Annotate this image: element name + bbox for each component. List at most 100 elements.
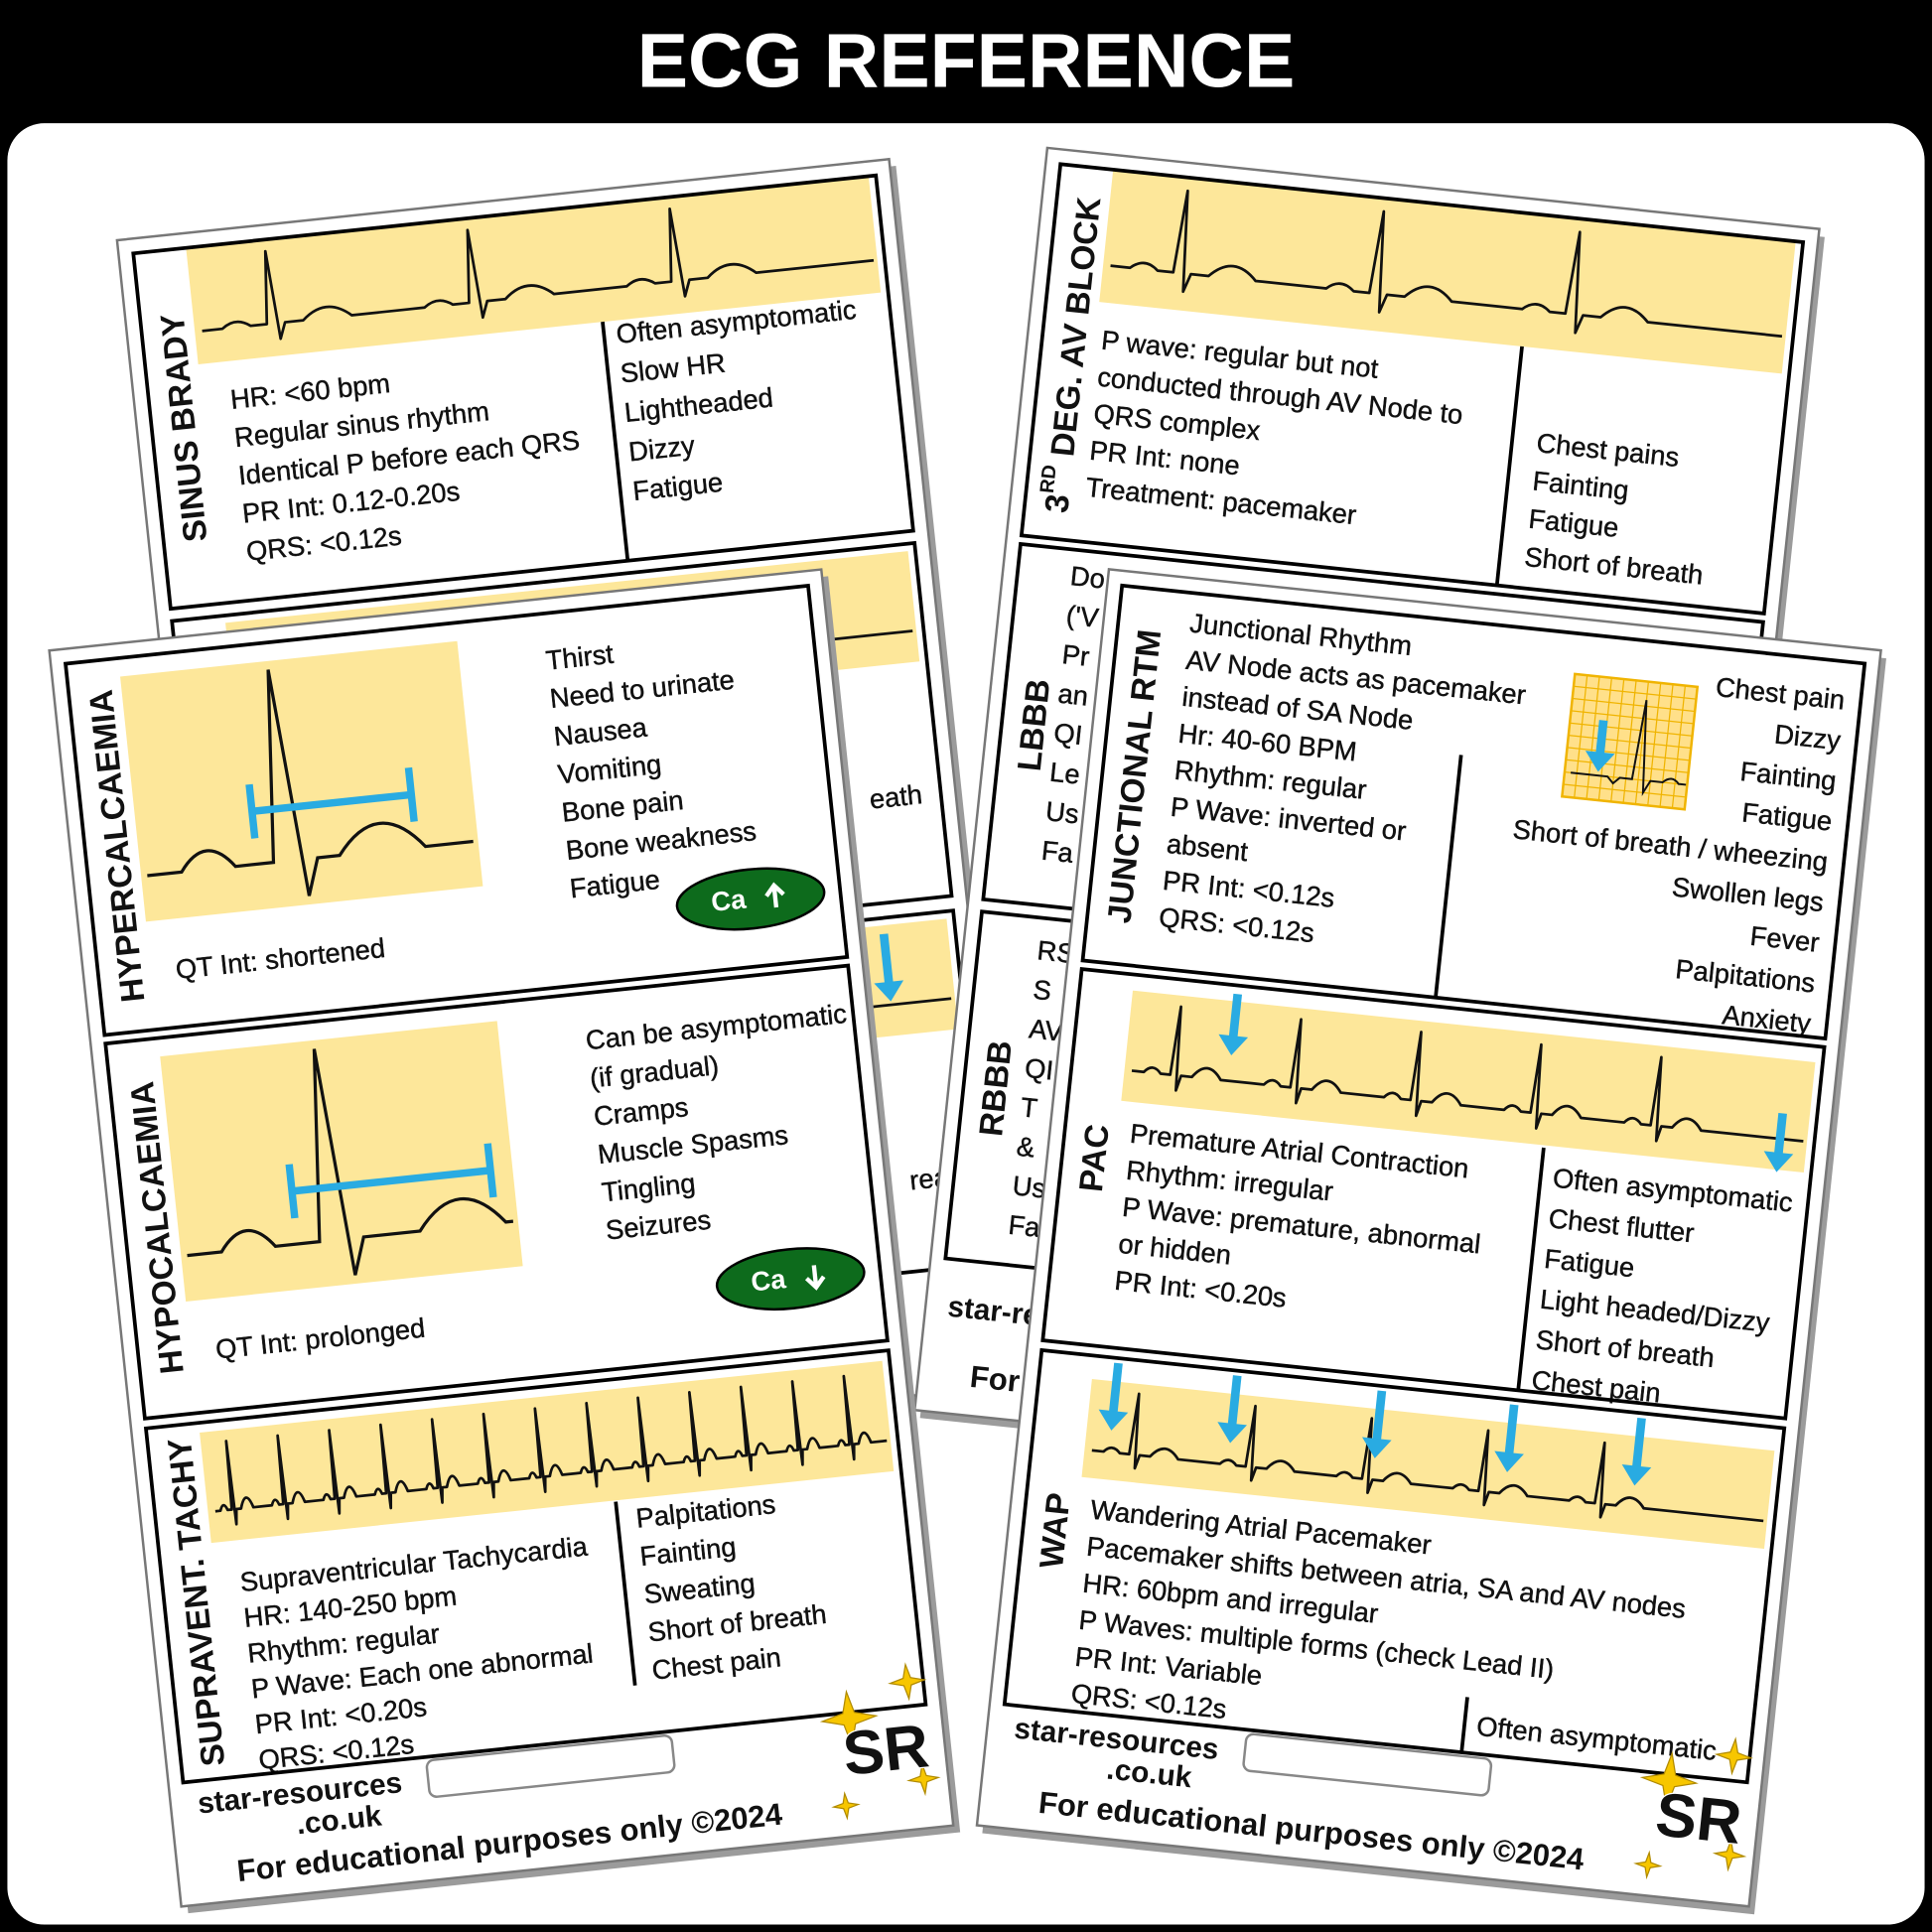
calcium-badge: [715, 1247, 866, 1311]
qt-cap: [245, 783, 259, 839]
symptom: Dizzy: [627, 430, 697, 468]
text-fragment: an: [1056, 678, 1089, 712]
logo: SR: [840, 1712, 932, 1789]
arrow-shaft: [1227, 1375, 1242, 1430]
finding: absent: [1166, 828, 1250, 867]
panel-border: [1002, 1347, 1787, 1785]
ecg-strip: [200, 1360, 895, 1544]
text-fragment: QI: [1052, 717, 1084, 751]
grid-icon-line: [1566, 759, 1689, 773]
arrow-shaft: [1504, 1404, 1519, 1458]
arrow-head: [1218, 1034, 1249, 1056]
column-divider: [601, 321, 630, 562]
panel-border: [131, 173, 915, 612]
symptom: Thirst: [544, 638, 616, 676]
ecg-box: [160, 1021, 523, 1302]
ecg-strip: [1099, 169, 1796, 374]
ecg-trace: [1131, 1005, 1804, 1143]
arrow-head: [1585, 751, 1615, 772]
logo-star: [888, 1662, 927, 1702]
panel-border: [103, 963, 890, 1421]
arrow-shaft: [1108, 1362, 1123, 1417]
text-fragment: ('V: [1065, 600, 1101, 633]
text-fragment: &: [1016, 1131, 1036, 1164]
text-fragment: T: [1020, 1091, 1039, 1124]
logo-star: [1712, 1838, 1747, 1872]
grid-icon-line: [1563, 783, 1687, 798]
panel-border: [1040, 967, 1827, 1421]
text-fragment: Do: [1069, 560, 1107, 594]
arrow-head: [1621, 1464, 1652, 1486]
text-fragment: Le: [1048, 757, 1081, 790]
ecg-trace: [202, 207, 875, 341]
arrow-head: [1217, 1422, 1247, 1444]
text-fragment: Pr: [1060, 638, 1090, 672]
ecg-strip: [186, 176, 882, 364]
logo-star: [1639, 1750, 1699, 1810]
column-divider: [1494, 345, 1524, 586]
logo-star: [906, 1761, 941, 1797]
label-number: 3: [1038, 492, 1077, 514]
panel-border: [63, 583, 850, 1037]
page-title: ECG REFERENCE: [637, 18, 1296, 103]
arrow-head: [1763, 1151, 1794, 1173]
arrow-shaft: [1371, 1390, 1387, 1445]
text-fragment: QI: [1024, 1052, 1055, 1086]
badge-text: Ca: [750, 1263, 788, 1298]
grid-icon-line: [1671, 685, 1687, 809]
text-fragment: S: [1032, 974, 1052, 1007]
column-divider: [1434, 755, 1463, 998]
qt-bar: [251, 790, 412, 815]
column-divider: [1516, 1147, 1546, 1391]
symptom: Dizzy: [1773, 718, 1843, 756]
symptom: Fever: [1748, 920, 1821, 958]
arrow-shaft: [879, 933, 895, 988]
arrow-head: [1098, 1409, 1129, 1431]
footer-note: For: [968, 1359, 1021, 1399]
arrow-head: [1494, 1450, 1524, 1472]
text-fragment: Fa: [1007, 1209, 1042, 1243]
panel-border: [1019, 162, 1806, 616]
card-body: [975, 568, 1882, 1908]
ecg-trace: [214, 1374, 888, 1526]
ecg-trace: [147, 669, 474, 897]
ecg-box: [120, 640, 483, 922]
text-fragment: Fa: [1040, 835, 1076, 869]
ecg-trace: [1091, 1392, 1764, 1523]
grid-icon-line: [1647, 682, 1662, 806]
arrow-head: [874, 980, 904, 1002]
symptom: Sweating: [642, 1568, 757, 1610]
column-divider: [1459, 1697, 1469, 1753]
ecg-strip: [1121, 990, 1816, 1173]
logo-star: [819, 1689, 879, 1748]
badge-arrow: [804, 1265, 826, 1291]
section-label: PAC: [1073, 1123, 1117, 1194]
panel-border: [1080, 583, 1867, 1041]
qt-cap: [285, 1164, 299, 1219]
name-box: [425, 1733, 676, 1798]
ecg-trace: [187, 1048, 514, 1276]
arrow-shaft: [1631, 1417, 1646, 1471]
name-box: [1242, 1732, 1493, 1797]
arrow-shaft: [1773, 1112, 1787, 1159]
ecg-trace: [1110, 189, 1783, 339]
grid-icon-line: [1568, 734, 1692, 750]
label-superscript: RD: [1036, 464, 1061, 494]
arrow-shaft: [1228, 993, 1243, 1041]
column-divider: [614, 1501, 637, 1686]
qt-bar: [291, 1167, 491, 1195]
section-label: WAP: [1034, 1491, 1078, 1571]
grid-icon-line: [1567, 747, 1691, 761]
ecg-trace: [1571, 699, 1687, 796]
badge-text: Ca: [710, 883, 749, 917]
arrow-head: [1362, 1437, 1392, 1458]
grid-icon-line: [1659, 684, 1674, 807]
logo: SR: [1652, 1780, 1744, 1858]
logo-star: [1633, 1850, 1663, 1880]
text-fragment: Us: [1011, 1170, 1046, 1203]
text-fragment: eath: [868, 778, 923, 814]
